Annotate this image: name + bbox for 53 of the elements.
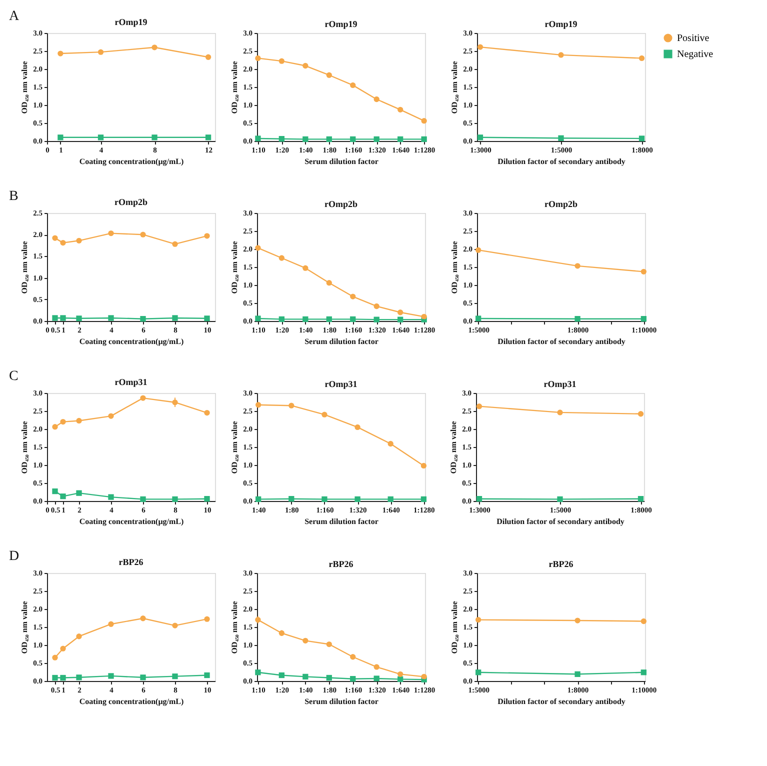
x-axis-title: Coating concentration(μg/mL) [79,337,184,346]
x-axis-title: Serum dilution factor [304,157,379,166]
chart-title: rOmp31 [544,379,577,389]
x-axis-title: Coating concentration(μg/mL) [79,517,184,526]
y-axis-title: OD₄₅₀ nm value [20,420,30,474]
x-axis-title: Dilution factor of secondary antibody [498,697,626,706]
chart-title: rBP26 [328,559,354,569]
point [60,315,66,321]
chart-title: rOmp19 [324,19,358,29]
point [108,673,114,679]
y-axis-title: OD₄₅₀ nm value [230,600,240,654]
point [52,315,58,321]
chart-title: rBP26 [548,559,574,569]
chart-title: rOmp31 [114,377,148,387]
text: D [9,549,20,564]
chart-title: rOmp2b [544,199,578,209]
point [204,496,210,502]
point [108,315,114,321]
chart-title: rOmp2b [114,197,148,207]
x-axis-title: Serum dilution factor [304,337,379,346]
x-axis-title: Dilution factor of secondary antibody [498,157,626,166]
chart-title: rBP26 [118,557,144,567]
x-axis-title: Serum dilution factor [304,697,379,706]
point [204,316,210,322]
x-axis-title: Dilution factor of secondary antibody [496,517,624,526]
point [638,136,645,142]
point [172,315,178,321]
y-axis-title: OD₄₅₀ nm value [450,60,460,114]
y-axis-title: OD₄₅₀ nm value [450,240,460,294]
point [58,134,64,140]
chart-title: rOmp2b [324,199,358,209]
chart-title: rOmp19 [544,19,578,29]
y-axis-title: OD₄₅₀ nm value [20,240,30,294]
y-axis-title: OD₄₅₀ nm value [20,600,30,654]
y-axis-title: OD₄₅₀ nm value [230,60,240,114]
text: C [9,369,18,384]
x-axis-title: Serum dilution factor [304,517,379,526]
x-axis-title: Dilution factor of secondary antibody [498,337,626,346]
text: B [9,189,18,204]
y-axis-title: OD₄₅₀ nm value [450,600,460,654]
x-axis-title: Coating concentration(μg/mL) [79,157,184,166]
legend-label: Negative [677,49,714,60]
y-axis-title: OD₄₅₀ nm value [230,420,240,474]
chart-title: rOmp19 [114,17,148,27]
y-axis-title: OD₄₅₀ nm value [449,420,458,474]
chart-title: rOmp31 [324,379,358,389]
y-axis-title: OD₄₅₀ nm value [230,240,240,294]
point [255,670,261,676]
y-axis-title: OD₄₅₀ nm value [20,60,30,114]
text: A [9,9,20,24]
point [475,316,482,322]
x-axis-title: Coating concentration(μg/mL) [79,697,184,706]
legend-label: Positive [677,33,710,44]
